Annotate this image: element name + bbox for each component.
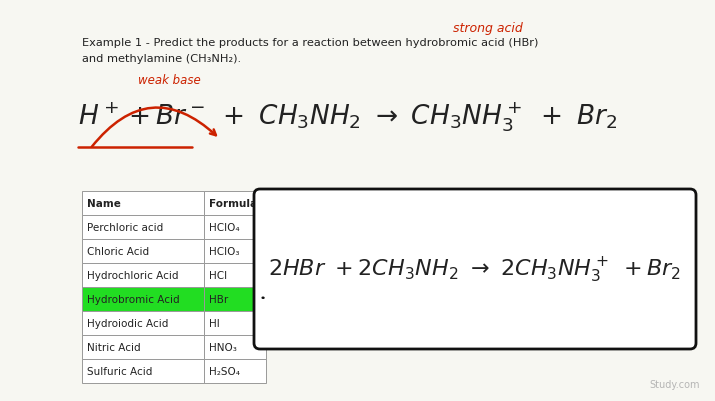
Bar <box>82 311 204 335</box>
Bar <box>82 287 204 311</box>
Text: Sulfuric Acid: Sulfuric Acid <box>87 366 152 376</box>
Bar <box>204 239 266 263</box>
Text: and methylamine (CH₃NH₂).: and methylamine (CH₃NH₂). <box>82 54 241 64</box>
Text: Hydrochloric Acid: Hydrochloric Acid <box>87 270 179 280</box>
Bar <box>204 287 266 311</box>
Bar <box>204 359 266 383</box>
Text: weak base: weak base <box>138 74 201 87</box>
Bar <box>204 192 266 215</box>
Text: HI: HI <box>209 318 220 328</box>
Bar <box>82 215 204 239</box>
Bar <box>204 311 266 335</box>
Bar <box>204 215 266 239</box>
Text: Perchloric acid: Perchloric acid <box>87 223 163 233</box>
Text: HCl: HCl <box>209 270 227 280</box>
Text: Name: Name <box>87 198 121 209</box>
Text: Example 1 - Predict the products for a reaction between hydrobromic acid (HBr): Example 1 - Predict the products for a r… <box>82 38 538 48</box>
Bar <box>82 263 204 287</box>
Text: Chloric Acid: Chloric Acid <box>87 246 149 256</box>
Bar <box>204 335 266 359</box>
Text: Formula: Formula <box>209 198 257 209</box>
FancyBboxPatch shape <box>254 190 696 349</box>
Bar <box>82 192 204 215</box>
Text: $2HBr\ +2CH_3NH_2\ \rightarrow\ 2CH_3NH_3^+\ +Br_2$: $2HBr\ +2CH_3NH_2\ \rightarrow\ 2CH_3NH_… <box>268 255 681 284</box>
Text: Nitric Acid: Nitric Acid <box>87 342 141 352</box>
Text: Hydrobromic Acid: Hydrobromic Acid <box>87 294 179 304</box>
Bar <box>82 239 204 263</box>
Text: $H^+ +Br^-\ +\ CH_3NH_2\ \rightarrow\ CH_3NH_3^+\ +\ Br_2$: $H^+ +Br^-\ +\ CH_3NH_2\ \rightarrow\ CH… <box>78 100 617 134</box>
Text: HClO₃: HClO₃ <box>209 246 240 256</box>
Text: HBr: HBr <box>209 294 228 304</box>
Text: HClO₄: HClO₄ <box>209 223 240 233</box>
Text: strong acid: strong acid <box>453 22 523 35</box>
Text: HNO₃: HNO₃ <box>209 342 237 352</box>
Text: Hydroiodic Acid: Hydroiodic Acid <box>87 318 168 328</box>
Bar <box>82 335 204 359</box>
Text: Study.com: Study.com <box>649 379 700 389</box>
Bar <box>204 263 266 287</box>
Text: H₂SO₄: H₂SO₄ <box>209 366 240 376</box>
Bar <box>82 359 204 383</box>
